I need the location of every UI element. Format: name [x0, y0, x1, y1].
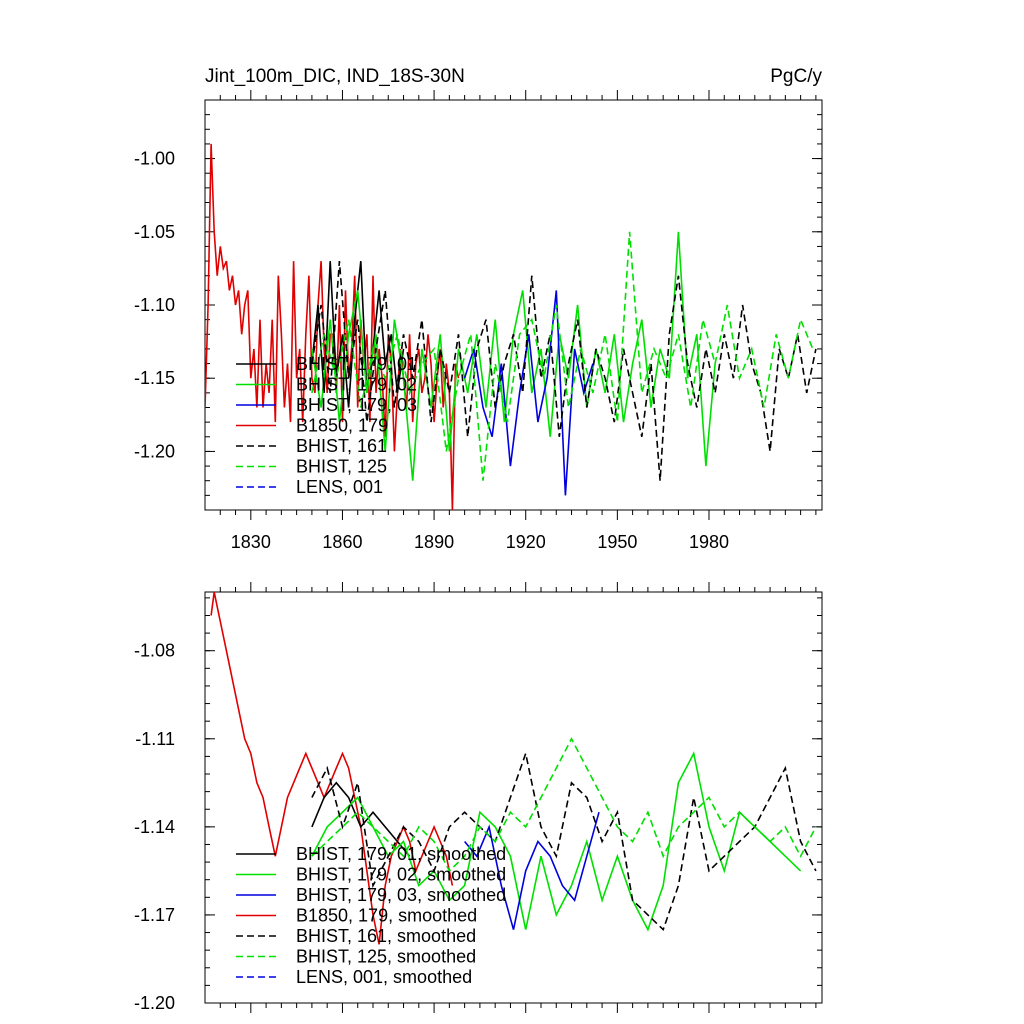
legend-label: BHIST, 179, 02	[296, 375, 417, 395]
chart-title: Jint_100m_DIC, IND_18S-30N	[205, 66, 465, 87]
y-tick-label: -1.14	[134, 817, 175, 837]
series-line	[463, 290, 594, 496]
legend-label: BHIST, 179, 01, smoothed	[296, 844, 506, 864]
series-line	[311, 231, 814, 481]
y-tick-label: -1.20	[134, 993, 175, 1013]
x-tick-label: 1920	[506, 532, 546, 552]
legend-label: LENS, 001	[296, 477, 383, 497]
y-tick-label: -1.08	[134, 641, 175, 661]
legend-label: BHIST, 125, smoothed	[296, 947, 476, 967]
legend-label: BHIST, 161	[296, 436, 387, 456]
y-tick-label: -1.15	[134, 368, 175, 388]
legend-label: B1850, 179, smoothed	[296, 906, 477, 926]
legend-label: B1850, 179	[296, 416, 388, 436]
y-tick-label: -1.05	[134, 222, 175, 242]
y-tick-label: -1.17	[134, 905, 175, 925]
chart-units: PgC/y	[770, 66, 822, 87]
x-tick-label: 1980	[689, 532, 729, 552]
y-tick-label: -1.10	[134, 295, 175, 315]
legend-label: BHIST, 125	[296, 457, 387, 477]
series-line	[311, 750, 817, 932]
x-tick-label: 1950	[597, 532, 637, 552]
plot-frame	[204, 591, 823, 1004]
y-tick-label: -1.00	[134, 149, 175, 169]
series-line	[210, 592, 454, 945]
legend-label: BHIST, 179, 03, smoothed	[296, 885, 506, 905]
series-line	[463, 811, 600, 930]
x-tick-label: 1890	[414, 532, 454, 552]
legend-label: BHIST, 161, smoothed	[296, 926, 476, 946]
series-line	[311, 751, 802, 932]
top-panel: Jint_100m_DIC, IND_18S-30N PgC/y 1830 186…	[134, 66, 823, 552]
legend-label: LENS, 001, smoothed	[296, 967, 472, 987]
y-tick-label: -1.11	[135, 729, 175, 749]
legend-label: BHIST, 179, 01	[296, 354, 417, 374]
x-tick-label: 1830	[231, 532, 271, 552]
y-tick-label: -1.20	[134, 441, 175, 461]
series-line	[311, 737, 817, 873]
legend-label: BHIST, 179, 02, smoothed	[296, 865, 506, 885]
top-plot-area: 1830 1860 1890 1920 1950 1980 -1.20 -1.15 -1.10 -…	[134, 90, 823, 552]
x-tick-label: 1860	[322, 532, 362, 552]
legend-label: BHIST, 179, 03	[296, 395, 417, 415]
series-line	[311, 781, 411, 857]
bottom-plot-area: -1.20 -1.17 -1.14 -1.11 -1.08 BHIST, 179, 01,…	[134, 582, 823, 1013]
bottom-panel: -1.20 -1.17 -1.14 -1.11 -1.08 BHIST, 179, 01,…	[134, 582, 823, 1013]
